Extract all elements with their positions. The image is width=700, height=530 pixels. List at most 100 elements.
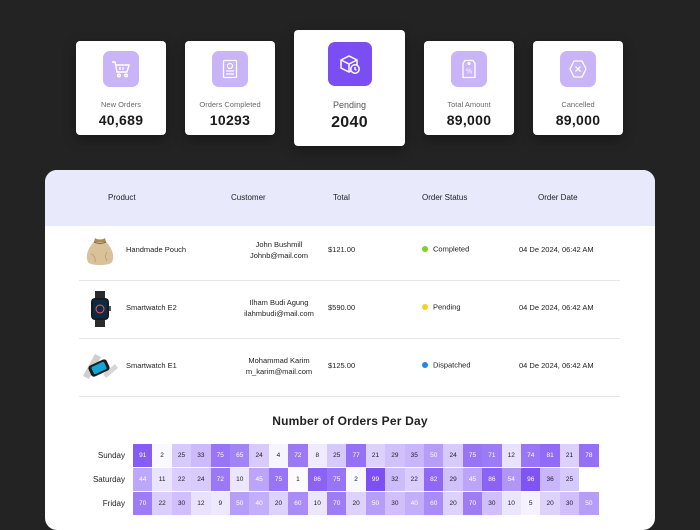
heatmap-cell[interactable]: 2 (346, 468, 366, 491)
heatmap-cell[interactable]: 25 (171, 444, 192, 467)
table-row[interactable]: Smartwatch E1 Mohammad Karim m_karim@mai… (79, 338, 620, 397)
stat-value: 89,000 (555, 112, 601, 128)
heatmap-cell[interactable]: 70 (462, 492, 483, 515)
heatmap-cell[interactable]: 21 (559, 444, 580, 467)
heatmap-cell[interactable]: 24 (249, 444, 269, 467)
heatmap-cell[interactable]: 75 (327, 468, 347, 491)
heatmap-cell[interactable]: 21 (365, 444, 386, 467)
heatmap-cell[interactable]: 78 (579, 444, 599, 467)
heatmap-cell[interactable]: 30 (482, 492, 502, 515)
stat-card-orders-completed[interactable]: Orders Completed 10293 (185, 41, 275, 135)
heatmap-cell[interactable]: 75 (268, 468, 289, 491)
heatmap-cell[interactable]: 1 (288, 468, 308, 491)
heatmap-cell[interactable]: 29 (443, 468, 463, 491)
heatmap-cell[interactable]: 70 (327, 492, 347, 515)
heatmap-cell[interactable]: 99 (365, 468, 386, 491)
table-row[interactable]: Smartwatch E2 Ilham Budi Agung ilahmbudi… (79, 280, 620, 339)
stat-value: 89,000 (446, 112, 492, 128)
heatmap-cell[interactable]: 72 (210, 468, 230, 491)
heatmap-cell[interactable]: 54 (501, 468, 521, 491)
heatmap-cell[interactable]: 10 (230, 468, 250, 491)
heatmap-cell[interactable]: 8 (307, 444, 327, 467)
heatmap-cell[interactable]: 20 (540, 492, 560, 515)
heatmap-cell[interactable]: 25 (559, 468, 580, 491)
stat-card-total-amount[interactable]: % Total Amount 89,000 (424, 41, 514, 135)
heatmap-cell[interactable]: 40 (404, 492, 424, 515)
heatmap-cell[interactable]: 40 (249, 492, 269, 515)
heatmap-cell[interactable]: 75 (462, 444, 483, 467)
heatmap-cell[interactable]: 24 (443, 444, 463, 467)
heatmap-cell[interactable]: 22 (404, 468, 424, 491)
column-header-total[interactable]: Total (333, 193, 350, 202)
heatmap-row-saturday: Saturday 44 11 22 24 72 10 45 75 1 86 75 2 99 32 22 82 29… (45, 468, 655, 492)
heatmap-cell[interactable]: 70 (133, 492, 153, 515)
heatmap-cell[interactable]: 65 (230, 444, 250, 467)
stat-label: Total Amount (447, 100, 491, 109)
heatmap-cell[interactable]: 9 (210, 492, 230, 515)
table-row[interactable]: Handmade Pouch John Bushmill Johnb@mail.… (79, 222, 620, 281)
column-header-product[interactable]: Product (108, 193, 136, 202)
stat-label: Cancelled (561, 100, 595, 109)
heatmap-cell[interactable]: 35 (404, 444, 424, 467)
heatmap-cell[interactable]: 25 (327, 444, 347, 467)
heatmap-cell[interactable]: 82 (424, 468, 444, 491)
heatmap-cell[interactable]: 30 (559, 492, 580, 515)
status-dot-icon (422, 246, 428, 253)
product-name: Smartwatch E1 (126, 361, 177, 370)
heatmap-cell[interactable]: 33 (191, 444, 211, 467)
heatmap-cell[interactable]: 44 (133, 468, 153, 491)
heatmap-cell[interactable]: 2 (152, 444, 172, 467)
heatmap-cell[interactable]: 11 (152, 468, 172, 491)
heatmap-cell[interactable]: 71 (482, 444, 502, 467)
stat-card-new-orders[interactable]: New Orders 40,689 (76, 41, 166, 135)
heatmap-cell[interactable]: 20 (346, 492, 366, 515)
heatmap-cell[interactable]: 45 (249, 468, 269, 491)
column-header-status[interactable]: Order Status (422, 193, 468, 202)
heatmap-cell[interactable]: 50 (365, 492, 386, 515)
heatmap-cell[interactable]: 24 (191, 468, 211, 491)
heatmap-cell[interactable]: 77 (346, 444, 366, 467)
heatmap-cell[interactable]: 50 (579, 492, 599, 515)
heatmap-cell[interactable]: 22 (171, 468, 192, 491)
stat-card-cancelled[interactable]: Cancelled 89,000 (533, 41, 623, 135)
heatmap-cell[interactable]: 20 (268, 492, 289, 515)
heatmap-cell[interactable]: 72 (288, 444, 308, 467)
heatmap-cell[interactable]: 5 (521, 492, 541, 515)
heatmap-cell[interactable]: 22 (152, 492, 172, 515)
heatmap-cell[interactable]: 74 (521, 444, 541, 467)
column-header-date[interactable]: Order Date (538, 193, 578, 202)
column-header-customer[interactable]: Customer (231, 193, 266, 202)
heatmap-cell[interactable]: 10 (307, 492, 327, 515)
heatmap-cell[interactable]: 50 (230, 492, 250, 515)
order-date: 04 De 2024, 06:42 AM (519, 361, 594, 370)
heatmap-row-label: Friday (102, 499, 125, 508)
heatmap-cell[interactable]: 60 (424, 492, 444, 515)
order-status: Completed (422, 244, 469, 254)
order-status: Pending (422, 302, 461, 312)
heatmap-cell[interactable]: 75 (210, 444, 230, 467)
heatmap-cell[interactable]: 96 (521, 468, 541, 491)
heatmap-cell[interactable]: 86 (482, 468, 502, 491)
receipt-icon (212, 51, 248, 87)
heatmap-cell[interactable]: 32 (385, 468, 405, 491)
price-tag-icon: % (451, 51, 487, 87)
heatmap-cell[interactable]: 36 (540, 468, 560, 491)
heatmap-cell[interactable]: 10 (501, 492, 521, 515)
heatmap-cell[interactable]: 30 (171, 492, 192, 515)
heatmap-cell[interactable]: 29 (385, 444, 405, 467)
heatmap-cell[interactable]: 30 (385, 492, 405, 515)
heatmap-cell[interactable]: 4 (268, 444, 289, 467)
stat-card-pending[interactable]: Pending 2040 (294, 30, 405, 146)
heatmap-cell[interactable]: 20 (443, 492, 463, 515)
heatmap-cell[interactable]: 86 (307, 468, 327, 491)
heatmap-cell[interactable]: 91 (133, 444, 153, 467)
heatmap-cell[interactable]: 12 (191, 492, 211, 515)
heatmap-cell[interactable]: 12 (501, 444, 521, 467)
heatmap-cell[interactable]: 50 (424, 444, 444, 467)
cart-icon (103, 51, 139, 87)
status-label: Dispatched (433, 360, 471, 370)
heatmap-cell[interactable]: 81 (540, 444, 560, 467)
customer-email: ilahmbudi@mail.com (244, 309, 314, 318)
heatmap-cell[interactable]: 45 (462, 468, 483, 491)
heatmap-cell[interactable]: 60 (288, 492, 308, 515)
